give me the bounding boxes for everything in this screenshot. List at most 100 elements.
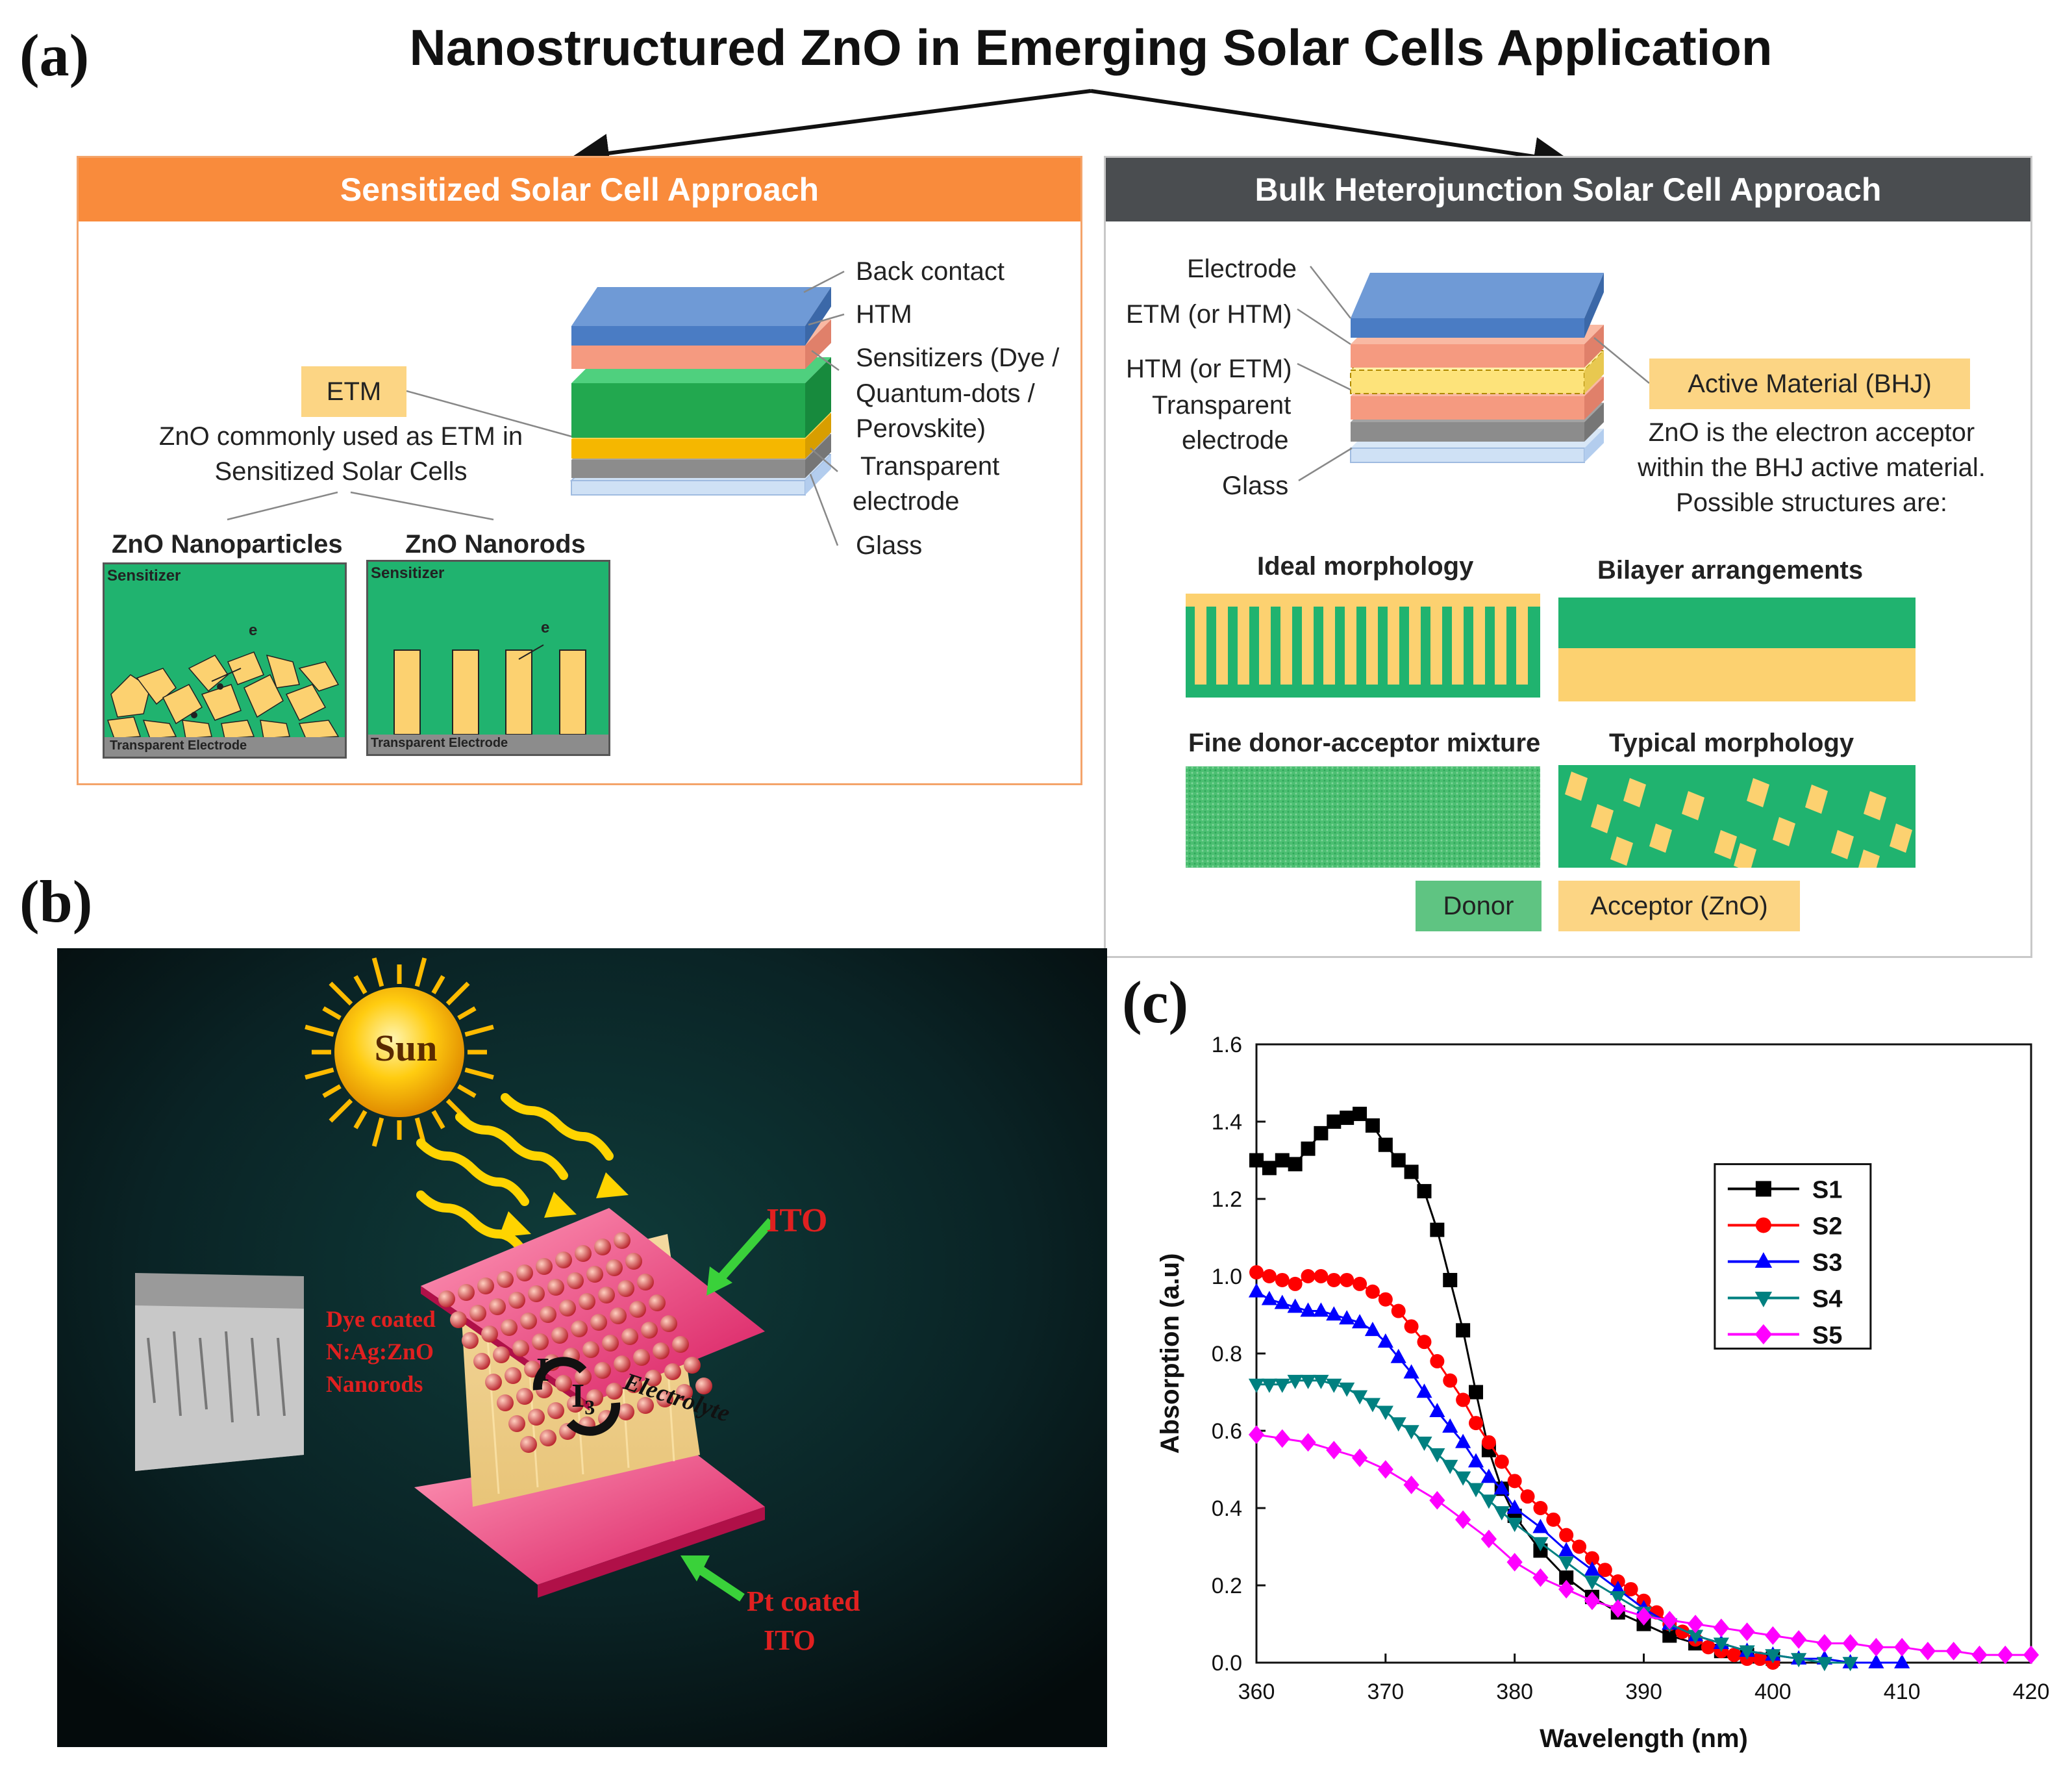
data-point-s1 (1443, 1272, 1458, 1287)
data-point-s2 (1301, 1269, 1316, 1283)
data-point-s2 (1365, 1284, 1380, 1299)
dssc-diagram (57, 948, 1107, 1747)
arrow-right (1090, 89, 1573, 169)
data-point-s2 (1572, 1539, 1587, 1554)
ito-label: ITO (766, 1202, 828, 1239)
layer-label-sensitizers-1: Sensitizers (Dye / (856, 344, 1060, 372)
data-point-s5 (1765, 1626, 1781, 1645)
data-point-s1 (1378, 1137, 1393, 1152)
data-point-s4 (1467, 1483, 1484, 1498)
panel-label-c: (c) (1122, 969, 1189, 1035)
morph-fine-image (1186, 766, 1540, 868)
data-point-s2 (1249, 1265, 1264, 1280)
data-point-s3 (1403, 1364, 1419, 1379)
data-point-s1 (1288, 1157, 1303, 1172)
panel-label-b: (b) (19, 868, 93, 935)
layer-label-glass: Glass (856, 531, 923, 560)
sensitized-header: Sensitized Solar Cell Approach (79, 158, 1080, 221)
sun-label: Sun (374, 1027, 438, 1069)
data-point-s4 (1687, 1630, 1704, 1644)
morph-ideal-image (1186, 594, 1540, 698)
data-point-s4 (1416, 1437, 1432, 1452)
title-arrows (570, 89, 1573, 169)
data-point-s2 (1559, 1528, 1574, 1542)
layer-label-transparent-2: electrode (853, 487, 960, 516)
data-point-s2 (1353, 1276, 1367, 1291)
bhj-layer-electrode (1351, 273, 1604, 338)
data-point-s1 (1275, 1153, 1290, 1168)
data-point-s1 (1327, 1114, 1342, 1129)
data-point-s5 (1480, 1530, 1497, 1548)
legend-marker-s1 (1755, 1181, 1771, 1197)
data-point-s3 (1326, 1306, 1342, 1321)
data-point-s4 (1274, 1378, 1290, 1393)
legend-marker-s4 (1754, 1291, 1773, 1307)
data-point-s1 (1469, 1385, 1484, 1400)
bhj-header: Bulk Heterojunction Solar Cell Approach (1106, 158, 2030, 221)
legend-marker-s2 (1755, 1217, 1771, 1233)
data-point-s5 (1326, 1441, 1342, 1460)
data-point-s3 (1287, 1298, 1303, 1313)
data-point-s1 (1314, 1126, 1329, 1140)
data-point-s4 (1842, 1657, 1858, 1672)
data-point-s4 (1558, 1556, 1575, 1571)
data-point-s3 (1467, 1453, 1484, 1468)
data-point-s5 (1816, 1633, 1832, 1653)
x-tick-label: 390 (1625, 1680, 1662, 1704)
data-point-s3 (1532, 1518, 1549, 1533)
legend-label-s2: S2 (1812, 1213, 1842, 1240)
data-point-s5 (1662, 1611, 1678, 1630)
nanorod-columns (393, 649, 586, 735)
data-point-s5 (1610, 1599, 1626, 1618)
active-desc-1: ZnO is the electron acceptor (1648, 418, 1975, 447)
etm-tag: ETM (301, 366, 406, 417)
y-tick-label: 0.8 (1212, 1342, 1242, 1366)
data-point-s4 (1287, 1374, 1303, 1389)
bhj-label-htm: HTM (or ETM) (1126, 355, 1292, 383)
data-point-s4 (1765, 1649, 1781, 1664)
nanorods-electrode (368, 735, 608, 754)
data-point-s4 (1584, 1576, 1601, 1591)
main-title: Nanostructured ZnO in Emerging Solar Cel… (409, 19, 1773, 76)
morph-bilayer-image (1558, 598, 1916, 701)
layer-label-transparent-1: Transparent (860, 452, 1000, 481)
data-point-s4 (1506, 1518, 1523, 1532)
y-tick-label: 0.6 (1212, 1419, 1242, 1444)
data-point-s4 (1532, 1537, 1549, 1552)
x-tick-label: 370 (1367, 1680, 1404, 1704)
data-point-s3 (1455, 1433, 1471, 1448)
data-point-s2 (1391, 1303, 1406, 1318)
x-tick-label: 360 (1238, 1680, 1275, 1704)
data-point-s1 (1404, 1164, 1419, 1179)
data-point-s3 (1584, 1561, 1601, 1576)
panel-label-a: (a) (19, 22, 90, 88)
nanoparticles-title: ZnO Nanoparticles (112, 530, 343, 559)
morph-title-bilayer: Bilayer arrangements (1597, 556, 1864, 585)
data-point-s3 (1894, 1654, 1910, 1668)
data-point-s2 (1701, 1640, 1716, 1655)
data-point-s2 (1275, 1272, 1290, 1287)
series-line-s4 (1256, 1379, 1851, 1664)
data-point-s5 (2023, 1645, 2040, 1665)
sunlight-arrowheads (499, 1172, 629, 1237)
nanorods-title: ZnO Nanorods (405, 530, 586, 559)
y-tick-label: 1.6 (1212, 1033, 1242, 1057)
layer-label-sensitizers-3: Perovskite) (856, 414, 986, 443)
y-tick-label: 0.2 (1212, 1574, 1242, 1598)
data-point-s4 (1442, 1459, 1458, 1474)
data-point-s2 (1262, 1269, 1277, 1283)
morph-title-ideal: Ideal morphology (1257, 552, 1474, 581)
y-tick-label: 1.2 (1212, 1187, 1242, 1212)
sem-inset (135, 1273, 304, 1471)
legend-label-s3: S3 (1812, 1249, 1842, 1276)
sensitizer-label-2: Sensitizer (371, 564, 445, 582)
legend-box (1714, 1163, 1872, 1350)
data-point-s3 (1506, 1499, 1523, 1514)
data-point-s2 (1340, 1272, 1354, 1287)
data-point-s1 (1365, 1118, 1380, 1133)
data-point-s5 (1636, 1607, 1652, 1626)
data-point-s3 (1261, 1290, 1277, 1305)
legend-label-s4: S4 (1812, 1285, 1842, 1313)
data-point-s4 (1610, 1591, 1626, 1606)
bhj-layer-stack (1349, 273, 1606, 463)
